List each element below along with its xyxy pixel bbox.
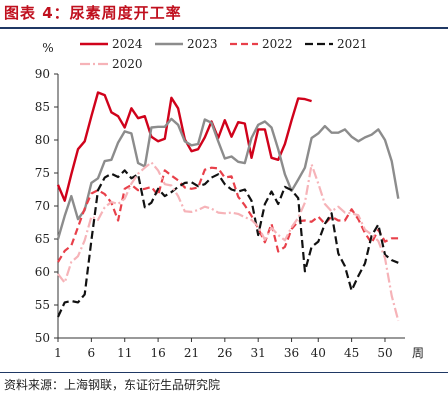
x-tick-label: 16 bbox=[150, 346, 165, 360]
x-tick-label: 11 bbox=[117, 346, 132, 360]
x-tick-label: 40 bbox=[311, 346, 326, 360]
y-axis-unit: % bbox=[42, 41, 53, 55]
top-rule bbox=[0, 27, 448, 29]
x-tick-label: 1 bbox=[54, 346, 62, 360]
legend-label-2024: 2024 bbox=[112, 37, 143, 51]
x-axis-unit: 周 bbox=[412, 346, 424, 360]
series-line-2024 bbox=[56, 91, 312, 202]
chart-title: 图表 4：尿素周度开工率 bbox=[4, 4, 182, 22]
source-note: 资料来源：上海钢联，东证衍生品研究院 bbox=[4, 378, 221, 392]
y-tick-label: 55 bbox=[35, 298, 50, 312]
x-tick-label: 36 bbox=[284, 346, 299, 360]
x-tick-label: 21 bbox=[184, 346, 199, 360]
y-tick-label: 90 bbox=[35, 67, 50, 81]
bottom-rule bbox=[0, 372, 448, 373]
y-tick-label: 75 bbox=[35, 166, 50, 180]
y-tick-label: 80 bbox=[35, 133, 50, 147]
x-tick-label: 50 bbox=[377, 346, 392, 360]
series-line-2022 bbox=[57, 166, 399, 263]
x-tick-label: 26 bbox=[217, 346, 232, 360]
y-tick-label: 50 bbox=[35, 331, 50, 345]
series-line-2021 bbox=[57, 169, 399, 318]
legend-label-2021: 2021 bbox=[337, 37, 368, 51]
y-tick-label: 60 bbox=[35, 265, 50, 279]
legend-label-2022: 2022 bbox=[262, 37, 293, 51]
x-tick-label: 45 bbox=[344, 346, 359, 360]
x-tick-label: 31 bbox=[251, 346, 266, 360]
legend-label-2020: 2020 bbox=[112, 57, 143, 71]
x-tick-label: 6 bbox=[88, 346, 96, 360]
legend-label-2023: 2023 bbox=[187, 37, 218, 51]
series-line-2020 bbox=[57, 161, 400, 322]
y-tick-label: 65 bbox=[35, 232, 50, 246]
series-line-2023 bbox=[56, 117, 400, 240]
y-tick-label: 85 bbox=[35, 100, 50, 114]
y-tick-label: 70 bbox=[35, 199, 50, 213]
